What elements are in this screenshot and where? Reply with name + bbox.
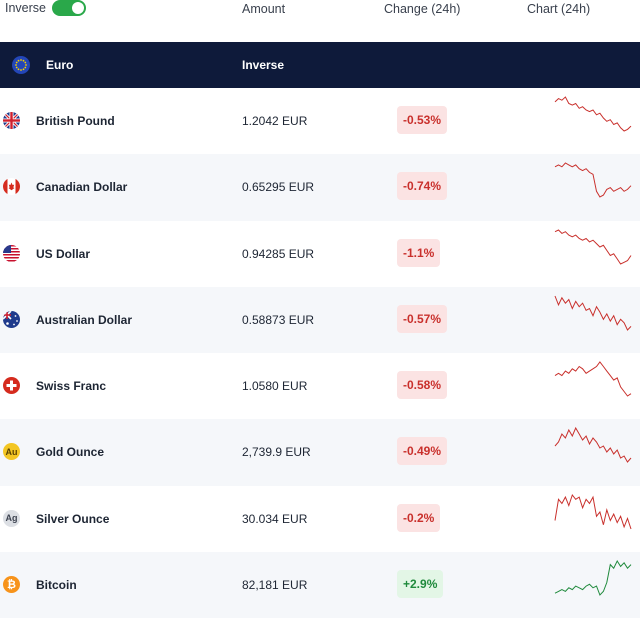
sparkline-path [554,560,632,596]
bitcoin-icon: ₿ [3,576,20,594]
sparkline-chart [554,228,632,265]
swiss-flag-icon [3,377,20,395]
currency-name: Bitcoin [36,578,77,593]
sparkline-chart [554,560,632,596]
us-flag-icon [3,244,20,262]
currency-list: British Pound 1.2042 EUR -0.53% Canadian… [0,88,640,618]
currency-amount: 1.2042 EUR [242,114,308,128]
change-badge: -0.58% [397,371,448,400]
currency-amount: 1.0580 EUR [242,379,308,394]
base-currency-name: Euro [46,58,74,72]
sparkline-chart [554,361,632,397]
list-item[interactable]: US Dollar 0.94285 EUR -1.1% [0,221,640,287]
change-badge: +2.9% [397,570,444,599]
list-item[interactable]: Canadian Dollar 0.65295 EUR -0.74% [0,154,640,221]
list-item[interactable]: Australian Dollar 0.58873 EUR -0.57% [0,286,640,354]
sparkline-path [554,427,632,464]
currency-amount: 82,181 EUR [242,578,308,593]
change-badge: -0.74% [397,172,448,201]
inverse-toggle[interactable] [52,0,86,16]
sparkline-chart [554,295,632,331]
currency-name: Silver Ounce [36,511,110,526]
change-badge: -0.2% [397,503,441,532]
amount-column-header[interactable]: Amount [242,2,286,16]
silver-icon: Ag [3,509,20,527]
sparkline-path [554,228,632,265]
currency-name: US Dollar [36,246,91,261]
change-badge: -0.49% [397,437,448,466]
base-currency-row: Euro Inverse [0,42,640,88]
eu-flag-icon [12,56,30,74]
sparkline-path [554,361,632,397]
sparkline-chart [554,427,632,464]
sparkline-path [554,493,632,529]
canada-flag-icon [3,178,20,196]
australia-flag-icon [3,310,20,328]
currency-amount: 30.034 EUR [242,511,308,526]
currency-amount: 2,739.9 EUR [242,445,311,460]
gold-icon: Au [3,443,20,461]
base-mode-label: Inverse [242,58,285,72]
sparkline-chart [554,162,632,198]
currency-amount: 0.58873 EUR [242,312,315,327]
currency-name: Australian Dollar [36,312,133,327]
sparkline-path [554,162,632,198]
change-badge: -0.53% [397,106,448,134]
currency-name: British Pound [36,114,115,128]
change-badge: -1.1% [397,238,441,267]
list-item[interactable]: ₿ Bitcoin 82,181 EUR +2.9% [0,552,640,618]
uk-flag-icon [3,112,20,129]
sparkline-chart [554,493,632,529]
sparkline-path [554,96,632,132]
chart-column-header: Chart (24h) [527,2,591,16]
inverse-label: Inverse [5,1,46,15]
change-column-header[interactable]: Change (24h) [384,2,461,16]
list-item[interactable]: Ag Silver Ounce 30.034 EUR -0.2% [0,486,640,552]
list-item[interactable]: Swiss Franc 1.0580 EUR -0.58% [0,353,640,419]
table-header: Inverse Amount Change (24h) Chart (24h) [0,0,640,40]
list-item[interactable]: Au Gold Ounce 2,739.9 EUR -0.49% [0,419,640,486]
currency-amount: 0.65295 EUR [242,180,315,195]
currency-name: Canadian Dollar [36,180,128,195]
inverse-toggle-group[interactable]: Inverse [5,0,86,16]
toggle-knob [72,2,84,14]
sparkline-path [554,295,632,331]
change-badge: -0.57% [397,304,448,333]
list-item[interactable]: British Pound 1.2042 EUR -0.53% [0,88,640,154]
currency-amount: 0.94285 EUR [242,246,315,261]
currency-name: Gold Ounce [36,445,105,460]
sparkline-chart [554,96,632,132]
currency-name: Swiss Franc [36,379,107,394]
